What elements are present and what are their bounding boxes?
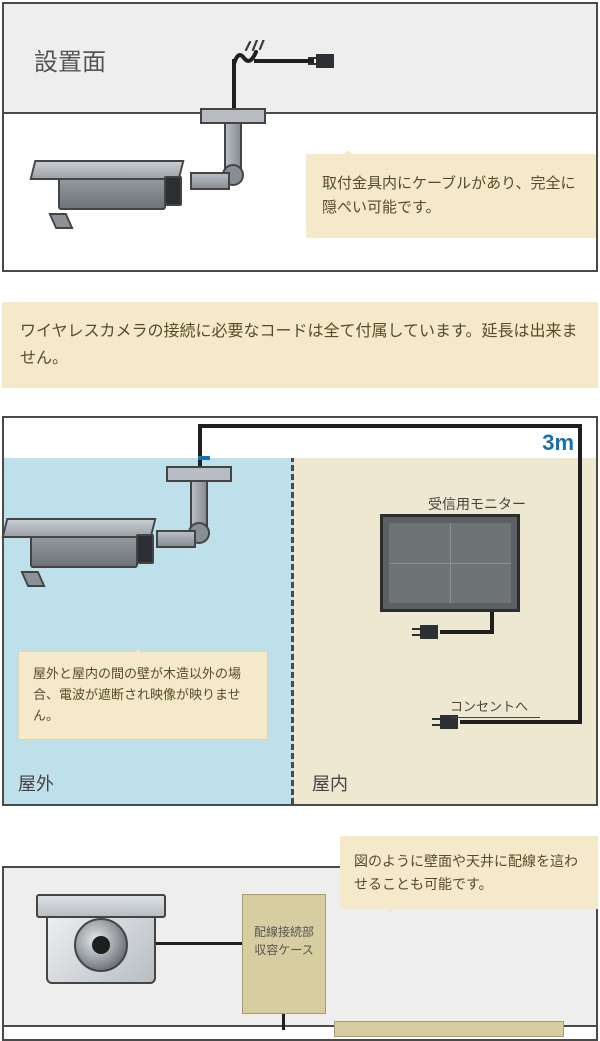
panel-wall-routing: 図のように壁面や天井に配線を這わせることも可能です。 配線接続部 収容ケース [2,836,598,1011]
cable-segment [156,942,244,945]
outdoor-label: 屋外 [18,770,54,796]
outdoor-area [4,456,294,804]
cable-segment [440,630,494,634]
cable-segment [198,424,202,472]
cable-segment [460,720,582,724]
camera-side-icon [10,522,160,577]
cable-length-label: 3m [542,430,574,456]
surface-label: 設置面 [34,42,106,77]
mount-arm-h [190,172,230,190]
mount-arm [224,122,242,170]
power-plug-icon [420,625,438,639]
junction-box: 配線接続部 収容ケース [242,894,326,1014]
camera-side-icon [38,164,188,219]
indoor-label: 屋内 [312,770,348,796]
panel-indoor-outdoor: 3m コンセントへ 受信用モニター 屋外と屋内の間の壁が木造以外の場合、電波が遮… [2,416,598,806]
cable-segment [578,424,582,724]
callout-hidden-cable: 取付金具内にケーブルがあり、完全に隠ぺい可能です。 [306,154,596,238]
mount-arm [190,480,208,528]
cable-segment [282,1012,285,1030]
plug-label: コンセントへ [450,696,528,715]
length-tick [198,456,210,460]
cable-segment [232,59,236,114]
panel-mounting: 設置面 取付金具内にケーブルがあり、完全に隠ぺい可能です。 [2,2,598,272]
monitor-icon [380,514,520,612]
monitor-label: 受信用モニター [428,494,526,514]
banner-cords-included: ワイヤレスカメラの接続に必要なコードは全て付属しています。延長は出来ません。 [2,302,598,388]
power-plug-icon [316,54,334,68]
cable-duct [334,1021,564,1037]
mount-arm-h [156,530,196,548]
cable-segment [198,424,582,428]
callout-wall-warning: 屋外と屋内の間の壁が木造以外の場合、電波が遮断され映像が映りません。 [18,651,268,739]
strain-relief-icon [244,40,272,68]
callout-routing: 図のように壁面や天井に配線を這わせることも可能です。 [340,836,598,909]
junction-box-label: 配線接続部 収容ケース [254,925,314,957]
